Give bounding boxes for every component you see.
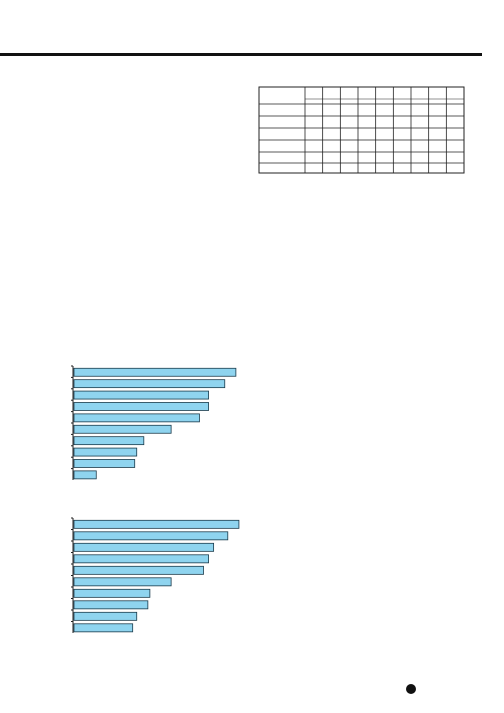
table-border [258,86,465,174]
bar [73,459,136,468]
bar [73,436,145,446]
header-rule [0,53,482,56]
bar [73,588,151,598]
bar-chart [71,517,240,633]
table [258,86,465,174]
page-marker [406,684,416,694]
bar [73,402,209,411]
bar [73,542,215,552]
bar [73,611,138,621]
bar [73,519,240,529]
bar [73,470,97,480]
bar [73,447,138,457]
bar [73,413,200,423]
bar [73,600,149,610]
bar [73,367,237,377]
bar [73,379,226,389]
bar [73,565,204,575]
bar [73,531,229,541]
bar-chart [71,365,237,480]
bar [73,424,172,434]
bar [73,623,134,633]
bar [73,577,172,587]
bar [73,390,209,400]
bar [73,554,209,564]
